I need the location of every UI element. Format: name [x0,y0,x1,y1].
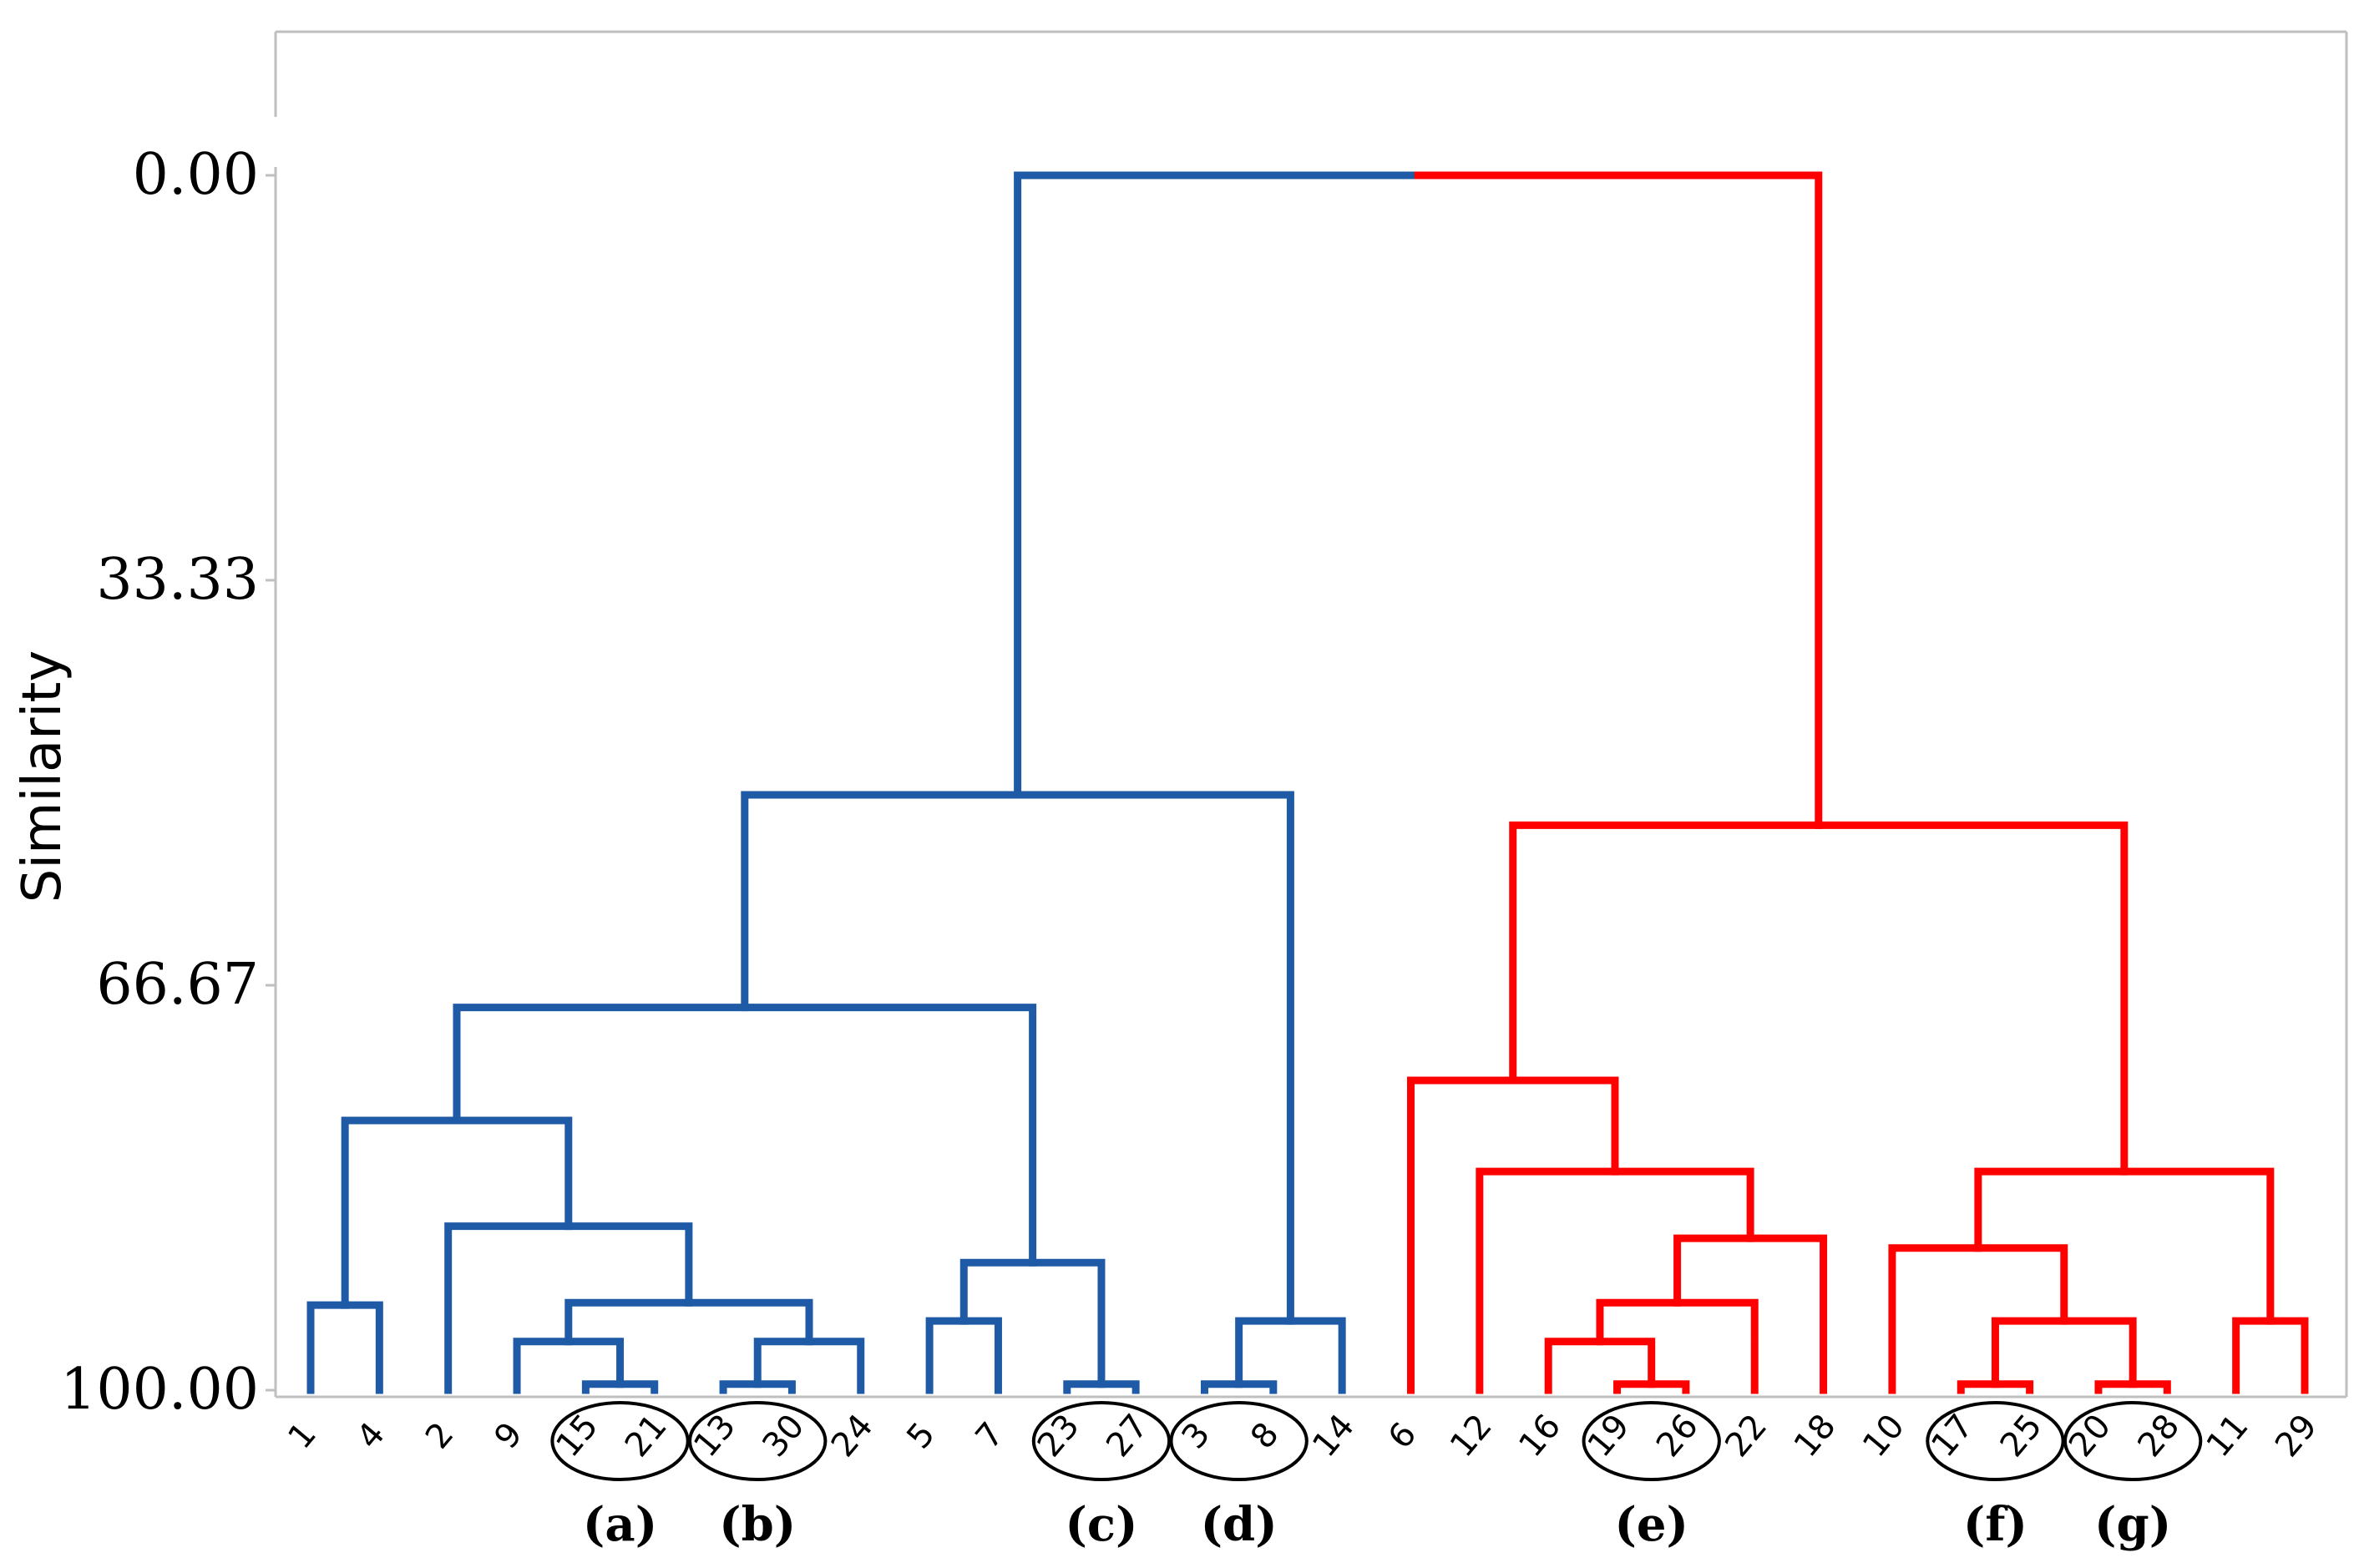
leaf-label: 12 [1443,1407,1500,1464]
group-label: (b) [719,1497,796,1552]
leaf-label: 18 [1787,1407,1844,1464]
y-axis: 0.00 33.33 66.67 100.00 [60,142,277,1423]
dendrogram-link [1014,171,1422,799]
group-circle [1582,1401,1721,1481]
dendrogram-links [306,171,2309,1394]
leaf-label: 27 [1099,1407,1156,1464]
dendrogram-link [1509,821,2129,1176]
group-label: (e) [1614,1497,1688,1552]
leaf-label: 25 [1993,1407,2050,1464]
dendrogram-link [1476,1167,1754,1394]
group-circle [2063,1401,2203,1481]
plot-frame [274,30,2348,1399]
group-label: (g) [2094,1497,2171,1552]
dendrogram-link [341,1116,573,1309]
y-axis-label: Similarity [12,650,73,903]
y-tick-label: 0.00 [133,142,259,208]
y-tick-label: 33.33 [96,547,259,613]
leaf-label: 22 [1718,1407,1774,1464]
leaf-label: 1 [281,1415,324,1456]
dendrogram-link [2232,1317,2309,1394]
leaf-label: 16 [1511,1407,1568,1464]
group-circle [1926,1401,2065,1481]
group-circle [1169,1401,1309,1481]
group-labels: (a) (b) (c) (d) (e) (f) (g) [583,1497,2171,1552]
dendrogram-link [1596,1298,1759,1394]
dendrogram-link [564,1298,813,1346]
group-circle [688,1401,828,1481]
leaf-label: 8 [1243,1415,1287,1456]
y-tick-label: 66.67 [96,952,259,1018]
leaf-label: 30 [755,1407,812,1464]
leaf-label: 11 [2200,1407,2256,1464]
group-label: (d) [1201,1497,1278,1552]
dendrogram-link [1235,1317,1346,1394]
dendrogram-link [1991,1317,2137,1388]
dendrogram-link [925,1317,1002,1394]
leaf-label: 2 [418,1415,462,1456]
group-circles [550,1401,2203,1481]
leaf-label: 5 [899,1415,943,1456]
group-circle [1031,1401,1172,1481]
leaf-label: 24 [824,1407,881,1464]
group-circle [550,1401,690,1481]
dendrogram-link [741,791,1294,1325]
leaf-label: 29 [2268,1407,2325,1464]
group-label: (f) [1963,1497,2027,1552]
leaf-label: 21 [618,1407,675,1464]
y-tick-label: 100.00 [60,1357,259,1423]
dendrogram-link [1673,1234,1828,1394]
leaf-label: 28 [2130,1407,2187,1464]
group-label: (c) [1065,1497,1137,1552]
leaf-label: 10 [1855,1407,1912,1464]
leaf-label: 14 [1305,1407,1362,1464]
dendrogram-link [1414,171,1823,829]
dendrogram-link [306,1301,383,1394]
leaf-label: 4 [350,1415,393,1456]
leaf-label: 9 [487,1415,530,1456]
leaf-label: 7 [969,1415,1012,1456]
group-label: (a) [583,1497,657,1552]
leaf-label: 6 [1381,1415,1425,1456]
leaf-label: 26 [1649,1407,1706,1464]
